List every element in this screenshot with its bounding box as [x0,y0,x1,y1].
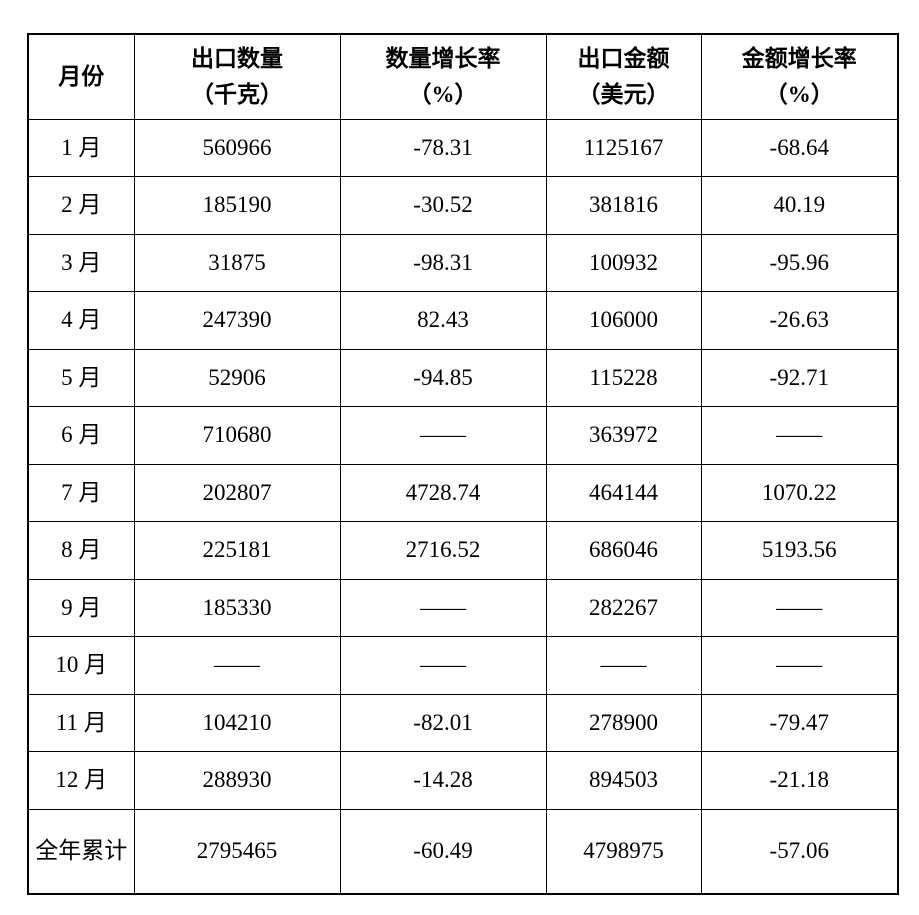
value-cell: 560966 [133,118,341,177]
value-cell: 104210 [133,693,341,752]
month-cell: 3 月 [27,233,135,292]
value-cell: -94.85 [339,348,547,407]
month-cell: 全年累计 [27,808,135,895]
value-cell: 4798975 [545,808,702,895]
table-row: 2 月 185190 -30.52 381816 40.19 [27,176,899,235]
value-cell: -30.52 [339,176,547,235]
value-cell: -68.64 [700,118,899,177]
month-cell: 1 月 [27,118,135,177]
month-cell: 6 月 [27,406,135,465]
column-header-3: 出口金额 （美元） [545,33,702,120]
total-row: 全年累计 2795465 -60.49 4798975 -57.06 [27,808,899,895]
table-row: 10 月 —— —— —— —— [27,636,899,695]
table-row: 4 月 247390 82.43 106000 -26.63 [27,291,899,350]
value-cell: 464144 [545,463,702,522]
column-header-unit: （千克） [191,81,283,107]
table-row: 3 月 31875 -98.31 100932 -95.96 [27,233,899,292]
value-cell: —— [133,636,341,695]
value-cell: 4728.74 [339,463,547,522]
value-cell: 1125167 [545,118,702,177]
column-header-title: 月份 [58,63,105,89]
table-row: 5 月 52906 -94.85 115228 -92.71 [27,348,899,407]
month-cell: 4 月 [27,291,135,350]
table-header: 月份 出口数量 （千克） 数量增长率 （%） 出口金额 （美元） 金额增长率 （%） [27,33,899,120]
table-row: 6 月 710680 —— 363972 —— [27,406,899,465]
month-cell: 11 月 [27,693,135,752]
value-cell: 185190 [133,176,341,235]
value-cell: —— [700,578,899,637]
table-row: 1 月 560966 -78.31 1125167 -68.64 [27,118,899,177]
value-cell: 282267 [545,578,702,637]
value-cell: 1070.22 [700,463,899,522]
month-cell: 9 月 [27,578,135,637]
column-header-1: 出口数量 （千克） [133,33,341,120]
value-cell: 202807 [133,463,341,522]
value-cell: -82.01 [339,693,547,752]
value-cell: —— [339,578,547,637]
value-cell: —— [339,406,547,465]
value-cell: 31875 [133,233,341,292]
table-row: 12 月 288930 -14.28 894503 -21.18 [27,751,899,810]
column-header-title: 出口金额 [577,45,670,71]
value-cell: 710680 [133,406,341,465]
column-header-0: 月份 [27,33,135,120]
value-cell: 5193.56 [700,521,899,580]
column-header-unit: （美元） [577,81,670,107]
column-header-unit: （%） [408,81,478,107]
value-cell: 278900 [545,693,702,752]
value-cell: 381816 [545,176,702,235]
table-body: 1 月 560966 -78.31 1125167 -68.64 2 月 185190 -30… [27,118,899,895]
value-cell: 363972 [545,406,702,465]
value-cell: —— [545,636,702,695]
value-cell: 100932 [545,233,702,292]
value-cell: -79.47 [700,693,899,752]
header-row: 月份 出口数量 （千克） 数量增长率 （%） 出口金额 （美元） 金额增长率 （%） [27,33,899,120]
value-cell: -78.31 [339,118,547,177]
value-cell: -92.71 [700,348,899,407]
value-cell: -26.63 [700,291,899,350]
value-cell: 894503 [545,751,702,810]
value-cell: 2795465 [133,808,341,895]
column-header-4: 金额增长率 （%） [700,33,899,120]
table-row: 9 月 185330 —— 282267 —— [27,578,899,637]
month-cell: 12 月 [27,751,135,810]
month-cell: 10 月 [27,636,135,695]
export-data-table: 月份 出口数量 （千克） 数量增长率 （%） 出口金额 （美元） 金额增长率 （%） 1 月 56… [27,33,899,895]
value-cell: -95.96 [700,233,899,292]
value-cell: —— [700,406,899,465]
value-cell: -98.31 [339,233,547,292]
value-cell: 247390 [133,291,341,350]
value-cell: -14.28 [339,751,547,810]
value-cell: 115228 [545,348,702,407]
value-cell: -21.18 [700,751,899,810]
value-cell: 52906 [133,348,341,407]
value-cell: 185330 [133,578,341,637]
value-cell: 288930 [133,751,341,810]
value-cell: —— [339,636,547,695]
table-row: 8 月 225181 2716.52 686046 5193.56 [27,521,899,580]
column-header-title: 金额增长率 [741,45,857,71]
value-cell: 2716.52 [339,521,547,580]
column-header-title: 出口数量 [191,45,283,71]
value-cell: —— [700,636,899,695]
column-header-unit: （%） [764,81,834,107]
value-cell: -57.06 [700,808,899,895]
month-cell: 5 月 [27,348,135,407]
value-cell: 40.19 [700,176,899,235]
column-header-title: 数量增长率 [385,45,501,71]
value-cell: 225181 [133,521,341,580]
table-row: 11 月 104210 -82.01 278900 -79.47 [27,693,899,752]
month-cell: 7 月 [27,463,135,522]
value-cell: 106000 [545,291,702,350]
value-cell: 686046 [545,521,702,580]
value-cell: -60.49 [339,808,547,895]
month-cell: 8 月 [27,521,135,580]
value-cell: 82.43 [339,291,547,350]
column-header-2: 数量增长率 （%） [339,33,547,120]
month-cell: 2 月 [27,176,135,235]
table-row: 7 月 202807 4728.74 464144 1070.22 [27,463,899,522]
